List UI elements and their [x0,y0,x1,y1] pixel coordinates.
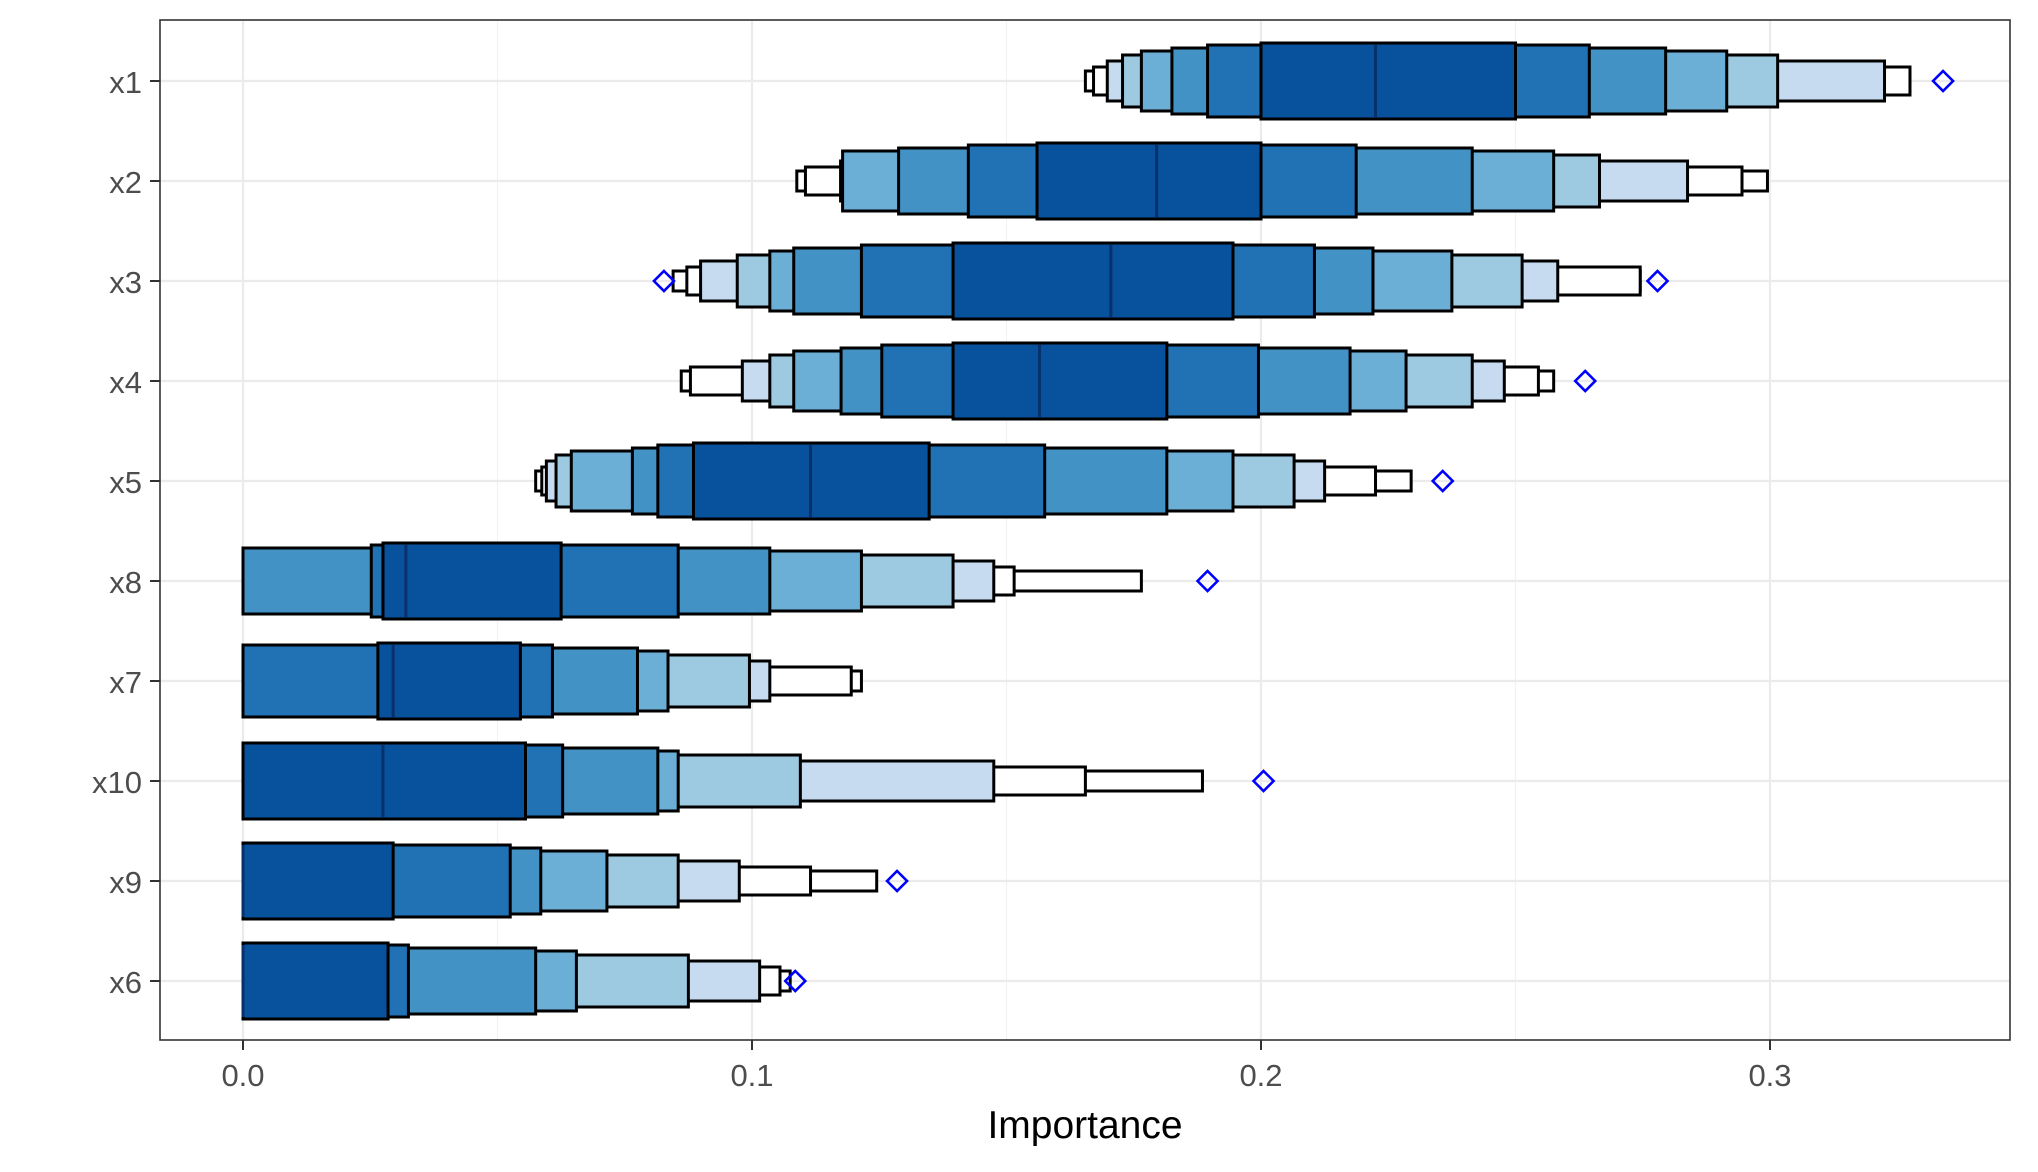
letter-value-box [241,841,395,921]
letter-value-box [376,641,522,721]
letter-value-box [381,541,563,621]
x-tick-label: 0.1 [730,1058,773,1093]
x-tick-label: 0.0 [221,1058,264,1093]
x-tick-label: 0.2 [1239,1058,1282,1093]
y-tick-label: x10 [92,765,142,800]
outlier-point [1195,569,1220,593]
outlier-point [1645,269,1670,293]
y-tick-label: x4 [109,365,142,400]
outlier-point [1251,769,1276,793]
letter-value-box [1035,141,1263,221]
letter-value-box [951,241,1235,321]
outlier-point [1573,369,1598,393]
y-tick-label: x3 [109,265,142,300]
x-axis-title: Importance [987,1104,1182,1147]
y-tick-label: x1 [109,65,142,100]
y-tick-label: x7 [109,665,142,700]
outlier-point [885,869,909,893]
outlier-point [1430,469,1455,493]
outlier-point [1931,69,1955,93]
y-tick-label: x5 [109,465,142,500]
x-tick-label: 0.3 [1748,1058,1791,1093]
boxes-layer [241,41,1912,1021]
y-tick-label: x2 [109,165,142,200]
panel-border [159,19,2011,1041]
y-tick-label: x8 [109,565,142,600]
letter-value-box [241,941,390,1021]
outlier-point [783,969,808,993]
axes: x1 x2 x3 x4 x5 x8 x7 x10 x9 x6 0.0 0.1 0.2 0.3 [92,65,1792,1093]
y-tick-label: x6 [109,965,142,1000]
letter-value-box [1259,41,1517,121]
outliers-layer [652,69,1955,993]
y-tick-label: x9 [109,865,142,900]
outlier-point [652,269,676,293]
letter-value-box [951,341,1169,421]
